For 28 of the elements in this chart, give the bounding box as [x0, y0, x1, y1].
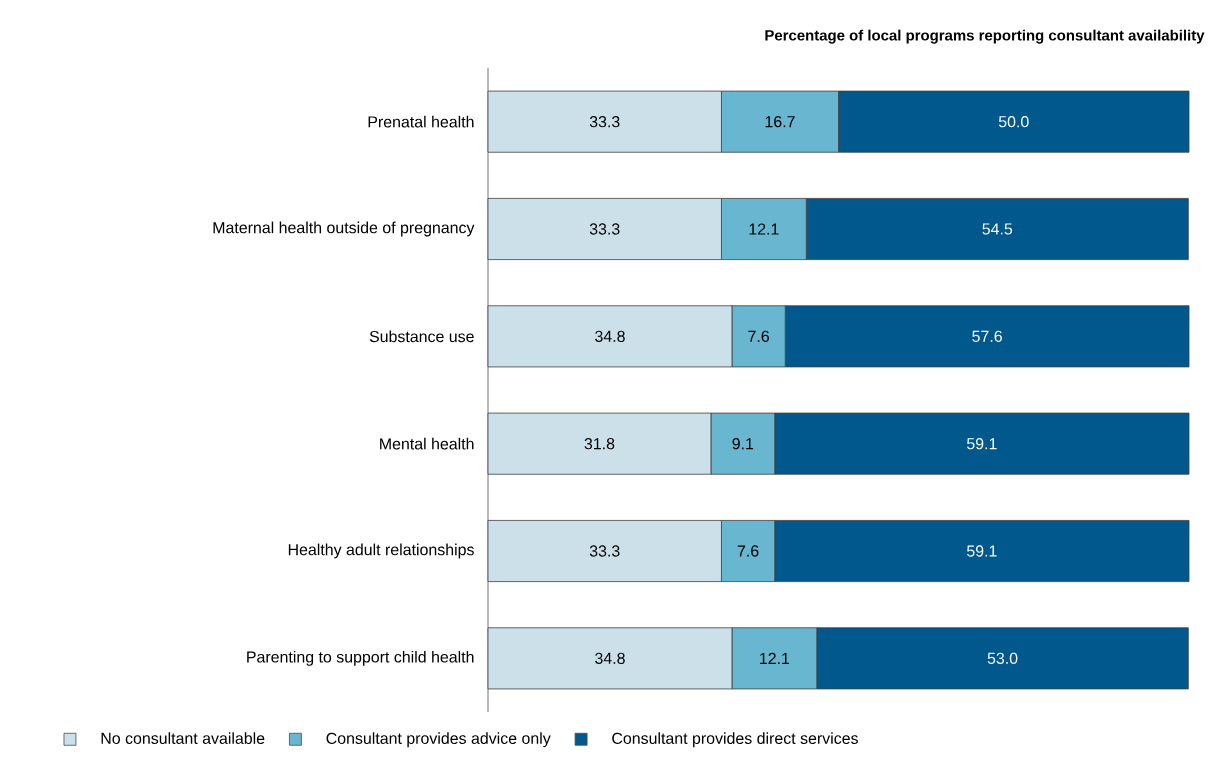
data-label: 33.3: [589, 116, 620, 128]
data-label: 54.5: [982, 223, 1013, 235]
chart-title: Percentage of local programs reporting consultant availability: [765, 29, 1205, 44]
data-label: 59.1: [967, 545, 997, 557]
data-label: 33.3: [589, 223, 620, 235]
data-label: 31.8: [584, 438, 615, 450]
y-tick-label: Substance use: [369, 330, 474, 343]
data-label: 50.0: [998, 116, 1029, 128]
legend-label: Consultant provides direct services: [612, 732, 858, 748]
legend-label: No consultant available: [101, 732, 265, 744]
legend-label: Consultant provides advice only: [326, 732, 551, 748]
data-label: 16.7: [765, 116, 795, 128]
data-label: 9.1: [732, 438, 754, 450]
data-label: 7.6: [737, 545, 759, 557]
data-label: 34.8: [595, 652, 625, 664]
y-tick-label: Mental health: [380, 437, 474, 450]
data-label: 34.8: [595, 330, 625, 342]
y-tick-label: Prenatal health: [368, 115, 474, 128]
y-tick-label: Healthy adult relationships: [288, 543, 474, 559]
data-label: 57.6: [972, 330, 1002, 342]
y-tick-label: Maternal health outside of pregnancy: [213, 221, 475, 237]
y-tick-label: Parenting to support child health: [247, 650, 474, 666]
data-label: 53.0: [987, 652, 1018, 664]
data-label: 7.6: [748, 330, 769, 342]
data-label: 12.1: [749, 223, 779, 235]
data-label: 33.3: [589, 545, 620, 557]
data-label: 59.1: [967, 438, 997, 450]
data-label: 12.1: [760, 652, 790, 664]
